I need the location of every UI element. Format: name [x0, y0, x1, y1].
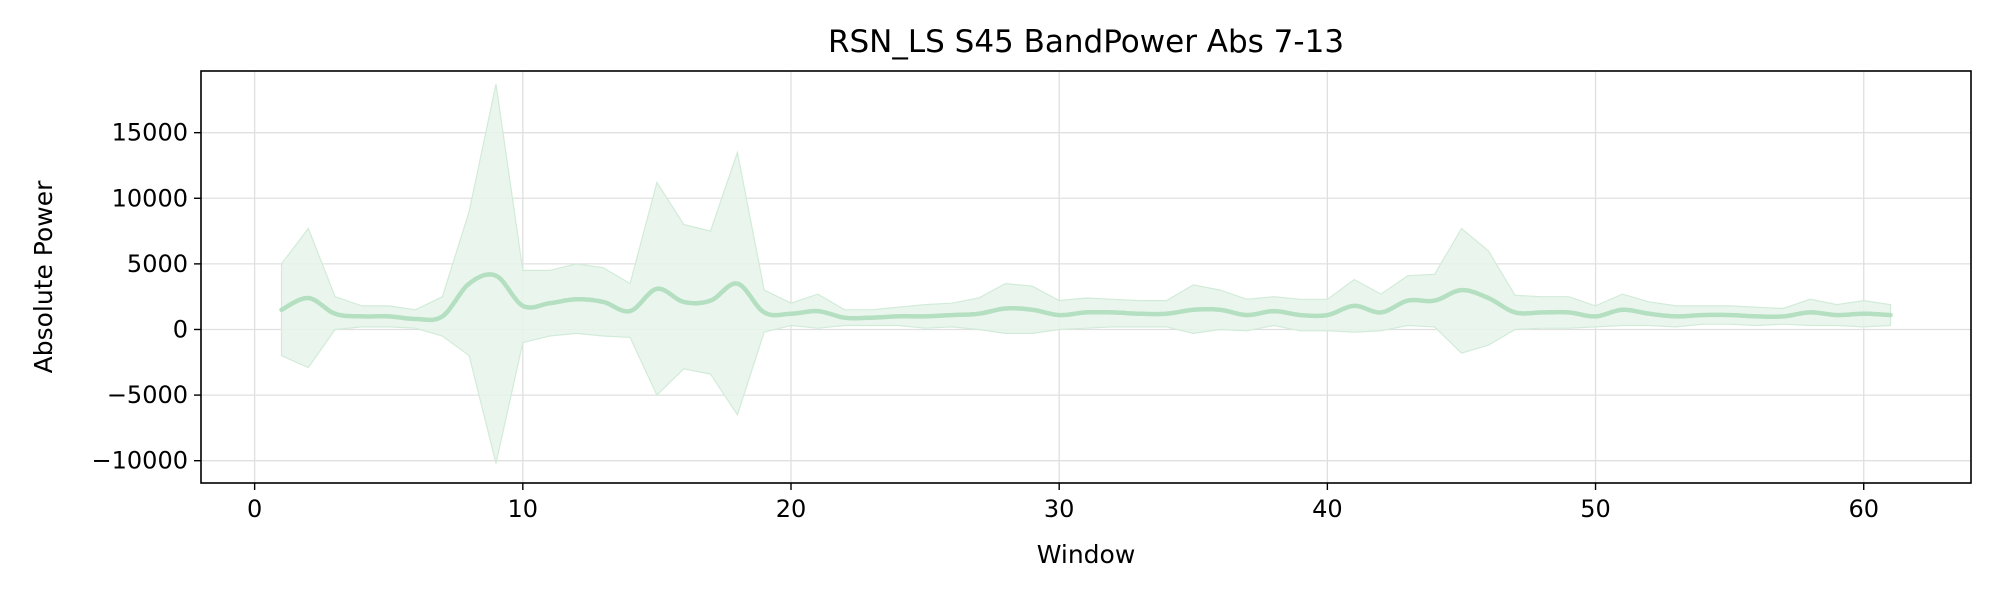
plot-area [279, 83, 1893, 464]
x-tick-label: 20 [776, 495, 807, 523]
x-tick-label: 50 [1580, 495, 1611, 523]
y-tick-label: 15000 [112, 119, 188, 147]
y-tick-label: 5000 [127, 250, 188, 278]
plot-frame [200, 70, 1972, 484]
axis-ticks: 0 10 20 30 40 50 60 −10000 −5000 0 5000 10000 15000 [92, 119, 1879, 523]
x-axis-label: Window [1037, 540, 1136, 569]
y-tick-label: 0 [173, 315, 188, 343]
x-tick-label: 10 [508, 495, 539, 523]
y-tick-label: −10000 [92, 447, 188, 475]
x-tick-label: 60 [1848, 495, 1879, 523]
x-tick-label: 30 [1044, 495, 1075, 523]
y-axis-label: Absolute Power [29, 180, 58, 374]
chart-title: RSN_LS S45 BandPower Abs 7-13 [828, 24, 1344, 60]
x-tick-label: 40 [1312, 495, 1343, 523]
confidence-band [280, 83, 1892, 464]
x-tick-label: 0 [247, 495, 262, 523]
series-line [279, 272, 1893, 323]
y-tick-label: −5000 [107, 381, 188, 409]
y-tick-label: 10000 [112, 184, 188, 212]
